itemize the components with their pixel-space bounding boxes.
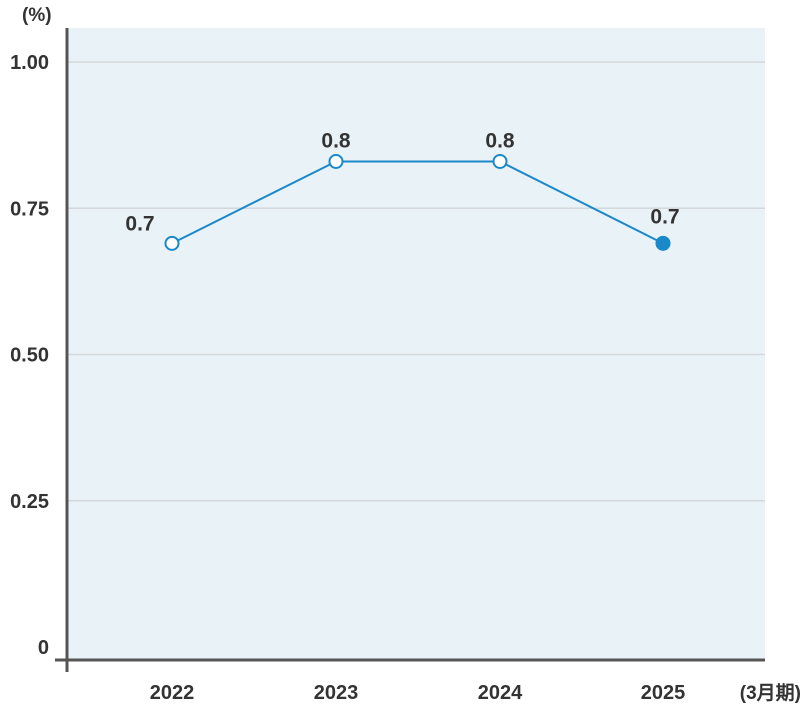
data-label: 0.7 bbox=[125, 212, 154, 235]
data-label: 0.8 bbox=[485, 129, 515, 152]
y-tick-label: 0 bbox=[38, 637, 49, 659]
plot-area bbox=[67, 28, 765, 660]
y-tick-label: 0.25 bbox=[10, 491, 49, 513]
data-point bbox=[328, 153, 344, 169]
data-point-highlighted bbox=[655, 235, 671, 251]
y-tick-label: 0.75 bbox=[10, 198, 49, 220]
x-tick-label: 2024 bbox=[478, 682, 523, 704]
data-label: 0.8 bbox=[321, 129, 351, 152]
data-point bbox=[164, 235, 180, 251]
series-line bbox=[171, 160, 664, 245]
x-tick-label: 2022 bbox=[150, 682, 195, 704]
y-axis-unit: (%) bbox=[22, 5, 52, 26]
axes bbox=[55, 28, 765, 672]
tick-labels: 0 0.25 0.50 0.75 1.00 2022 2023 2024 2025 bbox=[10, 52, 685, 704]
gridlines bbox=[67, 61, 765, 502]
data-point bbox=[492, 153, 508, 169]
data-labels: 0.7 0.8 0.8 0.7 bbox=[125, 129, 679, 235]
series-line-group bbox=[164, 153, 671, 251]
x-tick-label: 2023 bbox=[314, 682, 359, 704]
x-axis-unit: (3月期) bbox=[740, 682, 801, 704]
y-tick-label: 1.00 bbox=[10, 52, 49, 74]
y-tick-label: 0.50 bbox=[10, 345, 49, 367]
data-label: 0.7 bbox=[650, 205, 679, 228]
x-tick-label: 2025 bbox=[641, 682, 686, 704]
